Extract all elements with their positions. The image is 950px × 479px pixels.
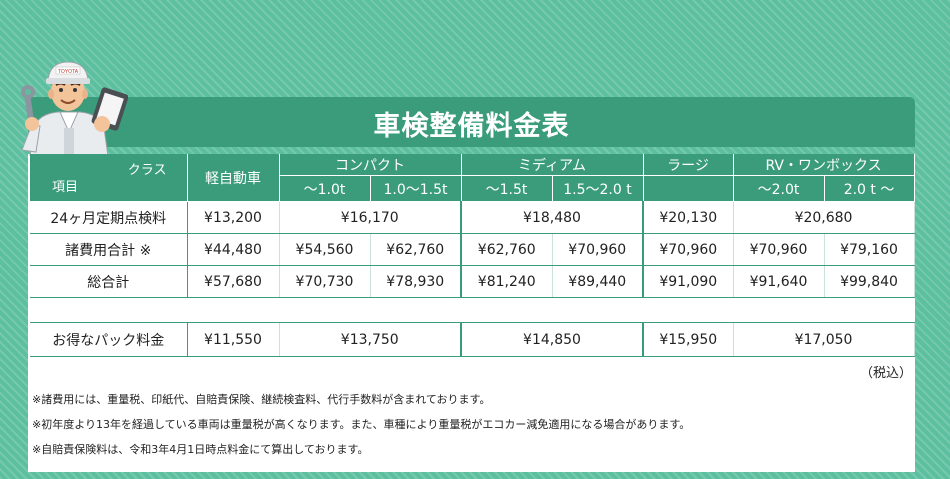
table-row-inspection: 24ヶ月定期点検料 ¥13,200 ¥16,170 ¥18,480 ¥20,13…: [30, 201, 915, 234]
sub-medium-1: ～1.5t: [461, 175, 553, 202]
price-cell: ¥70,730: [279, 265, 371, 298]
sub-medium-2: 1.5～2.0 t: [552, 175, 644, 202]
price-cell: ¥91,640: [733, 265, 825, 298]
price-cell: ¥13,750: [279, 322, 462, 357]
row-label: 24ヶ月定期点検料: [30, 201, 188, 234]
sub-compact-1: ～1.0t: [279, 175, 371, 202]
price-cell: ¥70,960: [643, 233, 734, 266]
price-cell: ¥57,680: [187, 265, 280, 298]
price-table: クラス 項目 軽自動車 コンパクト ミディアム ラージ RV・ワンボックス ～1…: [30, 154, 915, 357]
sub-rv-1: ～2.0t: [733, 175, 825, 202]
table-spacer-row: [30, 297, 915, 323]
price-cell: ¥17,050: [733, 322, 915, 357]
price-cell: ¥99,840: [824, 265, 915, 298]
corner-header: クラス 項目: [30, 154, 188, 202]
row-label: お得なパック料金: [30, 322, 188, 357]
table-row-total: 総合計 ¥57,680 ¥70,730 ¥78,930 ¥81,240 ¥89,…: [30, 265, 915, 298]
price-cell: ¥70,960: [552, 233, 645, 266]
table-row-pack: お得なパック料金 ¥11,550 ¥13,750 ¥14,850 ¥15,950…: [30, 322, 915, 357]
price-cell: ¥20,130: [643, 201, 734, 234]
price-cell: ¥11,550: [187, 322, 280, 357]
tax-included-note: （税込）: [859, 366, 912, 381]
price-cell: ¥16,170: [279, 201, 462, 234]
header-large: ラージ: [643, 154, 734, 176]
price-cell: ¥81,240: [461, 265, 553, 298]
header-medium: ミディアム: [461, 154, 644, 176]
footnote: ※初年度より13年を経過している車両は重量税が高くなります。また、車種により重量…: [32, 418, 691, 431]
footnotes: ※諸費用には、重量税、印紙代、自賠責保険、継続検査料、代行手数料が含まれておりま…: [32, 387, 690, 462]
price-cell: ¥91,090: [643, 265, 734, 298]
mascot-cap-text: TOYOTA: [58, 69, 79, 75]
title-banner: 車検整備料金表: [28, 97, 915, 147]
footnote: ※諸費用には、重量税、印紙代、自賠責保険、継続検査料、代行手数料が含まれておりま…: [32, 393, 491, 406]
table-row-expenses: 諸費用合計 ※ ¥44,480 ¥54,560 ¥62,760 ¥62,760 …: [30, 233, 915, 266]
row-label: 諸費用合計 ※: [30, 233, 188, 266]
price-cell: ¥18,480: [461, 201, 645, 234]
price-cell: ¥62,760: [370, 233, 462, 266]
price-cell: ¥20,680: [733, 201, 915, 234]
row-label: 総合計: [30, 265, 188, 298]
price-cell: ¥62,760: [461, 233, 553, 266]
page-title: 車検整備料金表: [373, 111, 570, 142]
price-cell: ¥54,560: [279, 233, 371, 266]
price-cell: ¥70,960: [733, 233, 825, 266]
class-label: クラス: [127, 163, 167, 178]
footnote: ※自賠責保険料は、令和3年4月1日時点料金にて算出しております。: [32, 443, 369, 456]
header-compact: コンパクト: [279, 154, 462, 176]
sub-compact-2: 1.0～1.5t: [370, 175, 462, 202]
price-cell: ¥44,480: [187, 233, 280, 266]
item-label: 項目: [52, 180, 79, 195]
price-cell: ¥15,950: [643, 322, 734, 357]
price-cell: ¥79,160: [824, 233, 915, 266]
price-cell: ¥13,200: [187, 201, 280, 234]
header-kei: 軽自動車: [187, 154, 280, 202]
price-cell: ¥78,930: [370, 265, 462, 298]
header-rv: RV・ワンボックス: [733, 154, 915, 176]
price-cell: ¥14,850: [461, 322, 645, 357]
sub-rv-2: 2.0 t ～: [824, 175, 915, 202]
mechanic-mascot-illustration: TOYOTA: [21, 61, 128, 156]
sub-large-empty: [643, 175, 734, 202]
price-cell: ¥89,440: [552, 265, 645, 298]
